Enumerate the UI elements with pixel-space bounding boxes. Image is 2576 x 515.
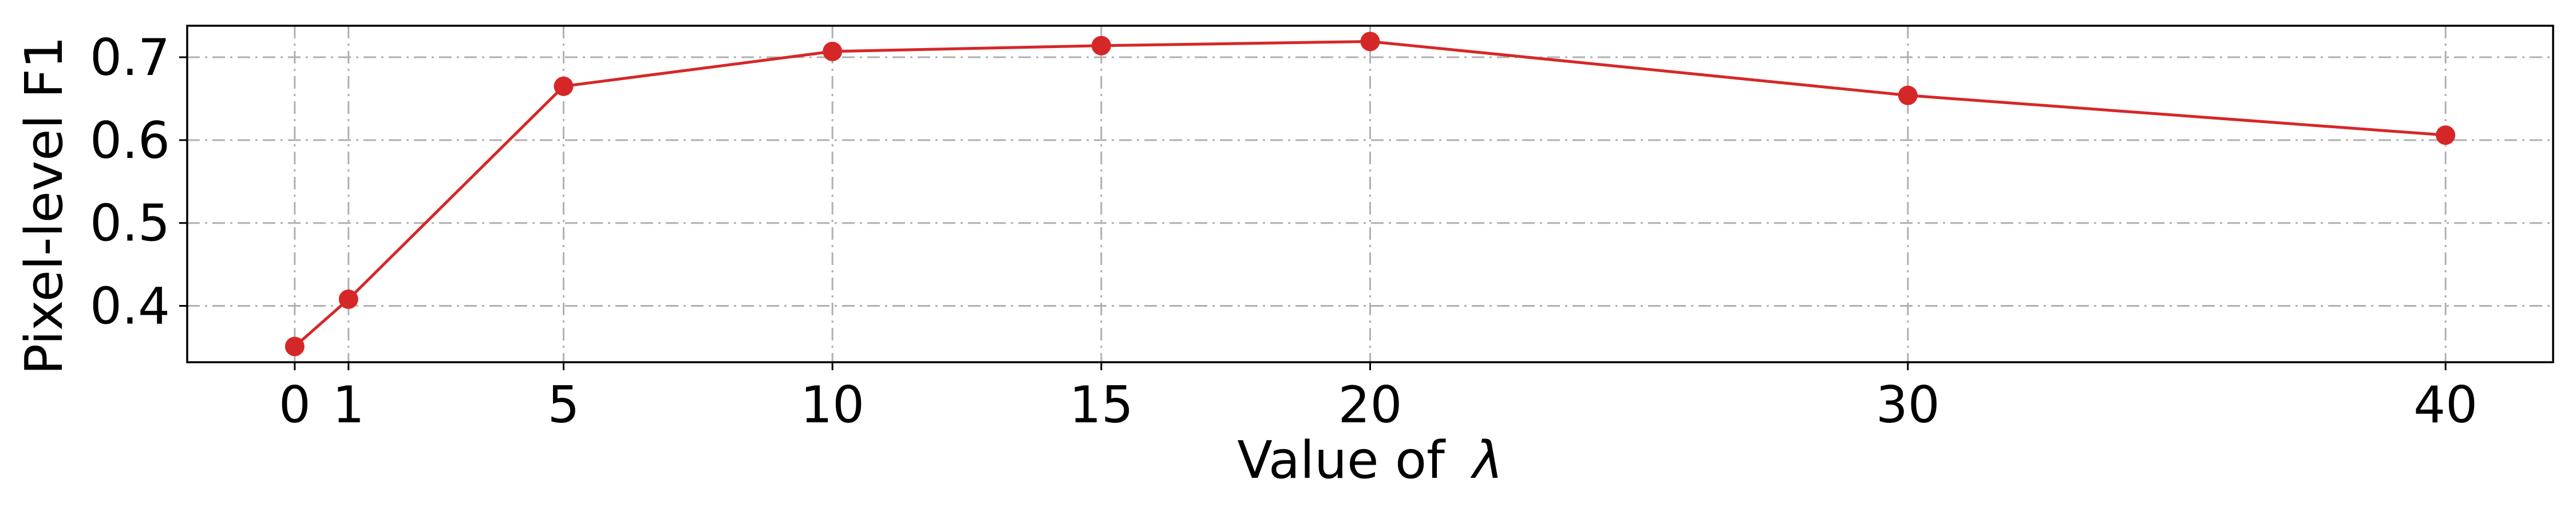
data-point — [338, 289, 358, 309]
data-point — [1898, 85, 1918, 105]
data-point — [1360, 31, 1380, 52]
y-axis-label: Pixel-level F1 — [14, 36, 74, 375]
x-tick-label: 5 — [548, 375, 580, 434]
series-line — [294, 40, 2446, 348]
x-tick-label: 1 — [333, 375, 365, 434]
x-axis-label-symbol: λ — [1470, 430, 1503, 490]
y-tick-label: 0.5 — [90, 194, 170, 253]
x-axis-label: Value of λ — [1237, 430, 1503, 490]
x-tick-label: 10 — [800, 375, 864, 434]
series-layer — [285, 31, 2456, 356]
data-point — [823, 41, 843, 61]
x-axis-ticks: 0 1 5 10 15 20 30 40 — [279, 362, 2478, 434]
data-point — [285, 336, 305, 356]
y-tick-label: 0.7 — [90, 28, 170, 87]
x-axis-label-text: Value of — [1237, 430, 1446, 490]
x-tick-label: 15 — [1069, 375, 1133, 434]
data-point — [2436, 125, 2456, 145]
x-tick-label: 40 — [2413, 375, 2478, 434]
x-tick-label: 30 — [1876, 375, 1940, 434]
data-point — [554, 76, 574, 96]
grid — [187, 26, 2553, 362]
data-point — [1091, 35, 1111, 56]
x-tick-label: 20 — [1338, 375, 1402, 434]
y-axis-ticks: 0.4 0.5 0.6 0.7 — [90, 28, 187, 336]
x-tick-label: 0 — [279, 375, 311, 434]
y-tick-label: 0.6 — [90, 111, 170, 170]
y-tick-label: 0.4 — [90, 277, 170, 336]
